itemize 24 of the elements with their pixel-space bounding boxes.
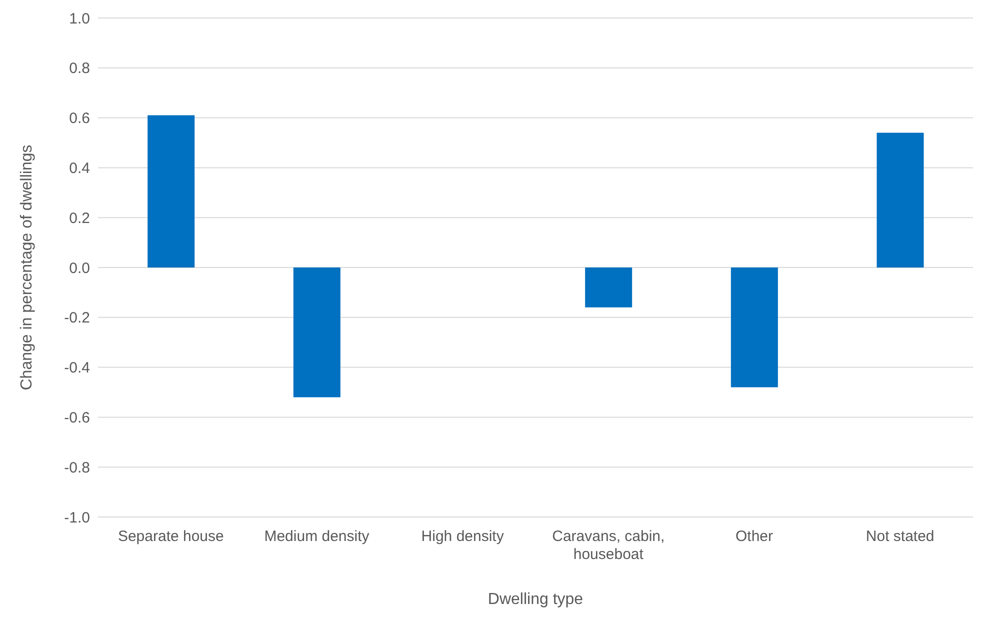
y-tick-label: 0.4	[69, 160, 90, 178]
bar	[293, 268, 340, 398]
bar	[585, 268, 632, 308]
y-tick-label: 0.0	[69, 260, 90, 277]
y-tick-label: -1.0	[64, 509, 90, 526]
bar	[148, 115, 195, 268]
y-tick-label: 0.6	[69, 110, 90, 128]
x-tick-label: Medium density	[264, 528, 370, 545]
x-tick-label: Separate house	[118, 528, 224, 545]
y-tick-label: 0.2	[69, 210, 90, 227]
x-tick-label: Other	[735, 528, 774, 545]
x-axis-title: Dwelling type	[488, 591, 584, 608]
bar	[876, 132, 924, 268]
bar	[730, 268, 778, 388]
x-tick-label: Caravans, cabin, houseboat	[552, 528, 665, 563]
y-tick-label: -0.8	[64, 459, 90, 476]
y-tick-label: 1.0	[69, 10, 90, 28]
y-tick-label: -0.6	[64, 410, 90, 427]
y-tick-label: -0.2	[64, 310, 90, 327]
x-tick-label: Not stated	[866, 528, 934, 545]
y-tick-label: -0.4	[64, 360, 90, 377]
y-axis-title: Change in percentage of dwellings	[18, 144, 36, 390]
y-tick-label: 0.8	[69, 60, 90, 78]
x-tick-label: High density	[421, 528, 504, 545]
